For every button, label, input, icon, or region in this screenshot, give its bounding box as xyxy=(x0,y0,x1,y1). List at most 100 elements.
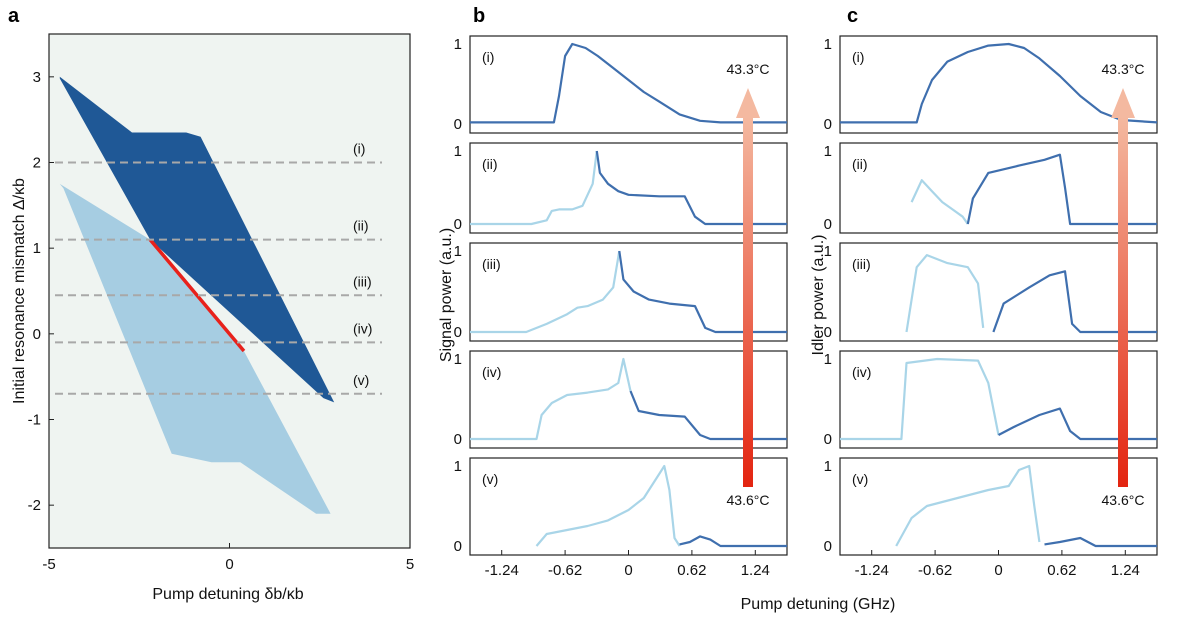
temperature-top-label: 43.3°C xyxy=(727,61,770,77)
subplot-frame xyxy=(469,35,788,134)
x-tick-label: 0 xyxy=(994,562,1002,579)
y-tick-label: 0 xyxy=(454,431,462,448)
x-tick-label: -1.24 xyxy=(855,562,889,579)
y-tick-label: 1 xyxy=(824,458,832,475)
y-tick-label: 0 xyxy=(454,538,462,555)
series-dark xyxy=(679,535,787,548)
series-light xyxy=(905,254,985,333)
panel-b-ylabel: Signal power (a.u.) xyxy=(438,228,455,362)
subplot-label: (iii) xyxy=(852,256,871,272)
series-dark xyxy=(997,407,1157,441)
x-tick-label: 0 xyxy=(225,556,233,573)
subplot-label: (iii) xyxy=(482,256,501,272)
signal-subplot: 0 1 (iii) xyxy=(454,242,788,342)
panel-b-chart: 0 1 (i) 0 1 (ii) 0 1 (iii) 0 1 (iv) 0 1 (v) -1.24 -0.62 0… xyxy=(438,35,788,579)
subplot-label: (i) xyxy=(852,49,864,65)
subplot-frame xyxy=(839,242,1158,342)
subplot-frame xyxy=(469,350,788,449)
x-tick-label: 0.62 xyxy=(1047,562,1076,579)
panel-a-xlabel: Pump detuning δb/κb xyxy=(152,586,303,603)
panel-label-c: c xyxy=(847,5,858,27)
series-dark xyxy=(1044,536,1157,548)
y-tick-label: 0 xyxy=(824,324,832,341)
idler-subplot: 0 1 (i) xyxy=(824,35,1158,134)
series-dark xyxy=(992,270,1157,334)
series-light xyxy=(470,357,632,441)
x-tick-label: -0.62 xyxy=(548,562,582,579)
panel-c-chart: 0 1 (i) 0 1 (ii) 0 1 (iii) 0 1 (iv) 0 1 (v) -1.24 -0.62 0… xyxy=(810,35,1158,579)
subplot-label: (ii) xyxy=(482,156,498,172)
y-tick-label: 0 xyxy=(824,116,832,133)
series-light xyxy=(470,150,598,226)
y-tick-label: 1 xyxy=(824,36,832,53)
y-tick-label: 0 xyxy=(454,116,462,133)
y-tick-label: 1 xyxy=(824,243,832,260)
x-tick-label: -1.24 xyxy=(485,562,519,579)
panel-label-a: a xyxy=(8,5,20,27)
y-tick-label: 1 xyxy=(824,351,832,368)
y-tick-label: 0 xyxy=(824,538,832,555)
y-tick-label: 1 xyxy=(454,243,462,260)
y-tick-label: 1 xyxy=(454,458,462,475)
overlap-line xyxy=(148,238,246,353)
series-light xyxy=(535,464,681,547)
series-dark xyxy=(618,250,787,334)
y-tick-label: 1 xyxy=(454,36,462,53)
series-dark xyxy=(840,42,1158,124)
x-tick-label: 1.24 xyxy=(741,562,770,579)
y-tick-label: 0 xyxy=(454,324,462,341)
x-tick-label: -0.62 xyxy=(918,562,952,579)
y-tick-label: 0 xyxy=(33,326,41,343)
y-tick-label: 1 xyxy=(33,240,41,257)
guide-label: (v) xyxy=(353,372,369,388)
x-tick-label: -5 xyxy=(42,556,55,573)
y-tick-label: 0 xyxy=(824,431,832,448)
x-tick-label: 0 xyxy=(624,562,632,579)
panel-a-ylabel: Initial resonance mismatch Δ/κb xyxy=(11,178,28,404)
subplot-label: (v) xyxy=(852,471,868,487)
shared-xlabel: Pump detuning (GHz) xyxy=(741,596,896,613)
subplot-frame xyxy=(839,142,1158,234)
series-light xyxy=(470,250,621,334)
temperature-bottom-label: 43.6°C xyxy=(727,492,770,508)
panel-a-chart: (i) (ii) (iii) (iv) (v) -5 0 5 -2 -1 0 1 2 3 Pump de… xyxy=(11,33,414,603)
temperature-arrow xyxy=(743,117,753,487)
y-tick-label: -2 xyxy=(28,497,41,514)
y-tick-label: 0 xyxy=(454,216,462,233)
subplot-frame xyxy=(839,350,1158,449)
region-lower xyxy=(59,183,331,514)
y-tick-label: 0 xyxy=(824,216,832,233)
panel-c-ylabel: Idler power (a.u.) xyxy=(810,235,827,356)
temperature-arrow xyxy=(1118,117,1128,487)
y-tick-label: 1 xyxy=(454,351,462,368)
signal-subplot: 0 1 (i) xyxy=(454,35,788,134)
region-upper xyxy=(59,76,335,403)
temperature-top-label: 43.3°C xyxy=(1102,61,1145,77)
x-tick-label: 5 xyxy=(406,556,414,573)
idler-subplot: 0 1 (ii) xyxy=(824,142,1158,234)
series-light xyxy=(910,179,969,225)
signal-subplot: 0 1 (iv) xyxy=(454,350,788,449)
subplot-frame xyxy=(469,242,788,342)
subplot-label: (i) xyxy=(482,49,494,65)
subplot-frame xyxy=(469,142,788,234)
y-tick-label: 3 xyxy=(33,69,41,86)
y-tick-label: -1 xyxy=(28,412,41,429)
x-tick-label: 0.62 xyxy=(677,562,706,579)
series-light xyxy=(895,464,1041,547)
subplot-label: (ii) xyxy=(852,156,868,172)
guide-label: (iv) xyxy=(353,320,372,336)
guide-label: (iii) xyxy=(353,273,372,289)
temperature-arrowhead xyxy=(736,88,760,118)
subplot-frame xyxy=(839,35,1158,134)
idler-subplot: 0 1 (iv) xyxy=(824,350,1158,449)
y-tick-label: 1 xyxy=(824,143,832,160)
guide-label: (i) xyxy=(353,141,365,157)
guide-label: (ii) xyxy=(353,218,369,234)
y-tick-label: 1 xyxy=(454,143,462,160)
subplot-label: (iv) xyxy=(852,364,871,380)
panel-label-b: b xyxy=(473,5,485,27)
subplot-label: (v) xyxy=(482,471,498,487)
series-dark xyxy=(629,390,787,441)
